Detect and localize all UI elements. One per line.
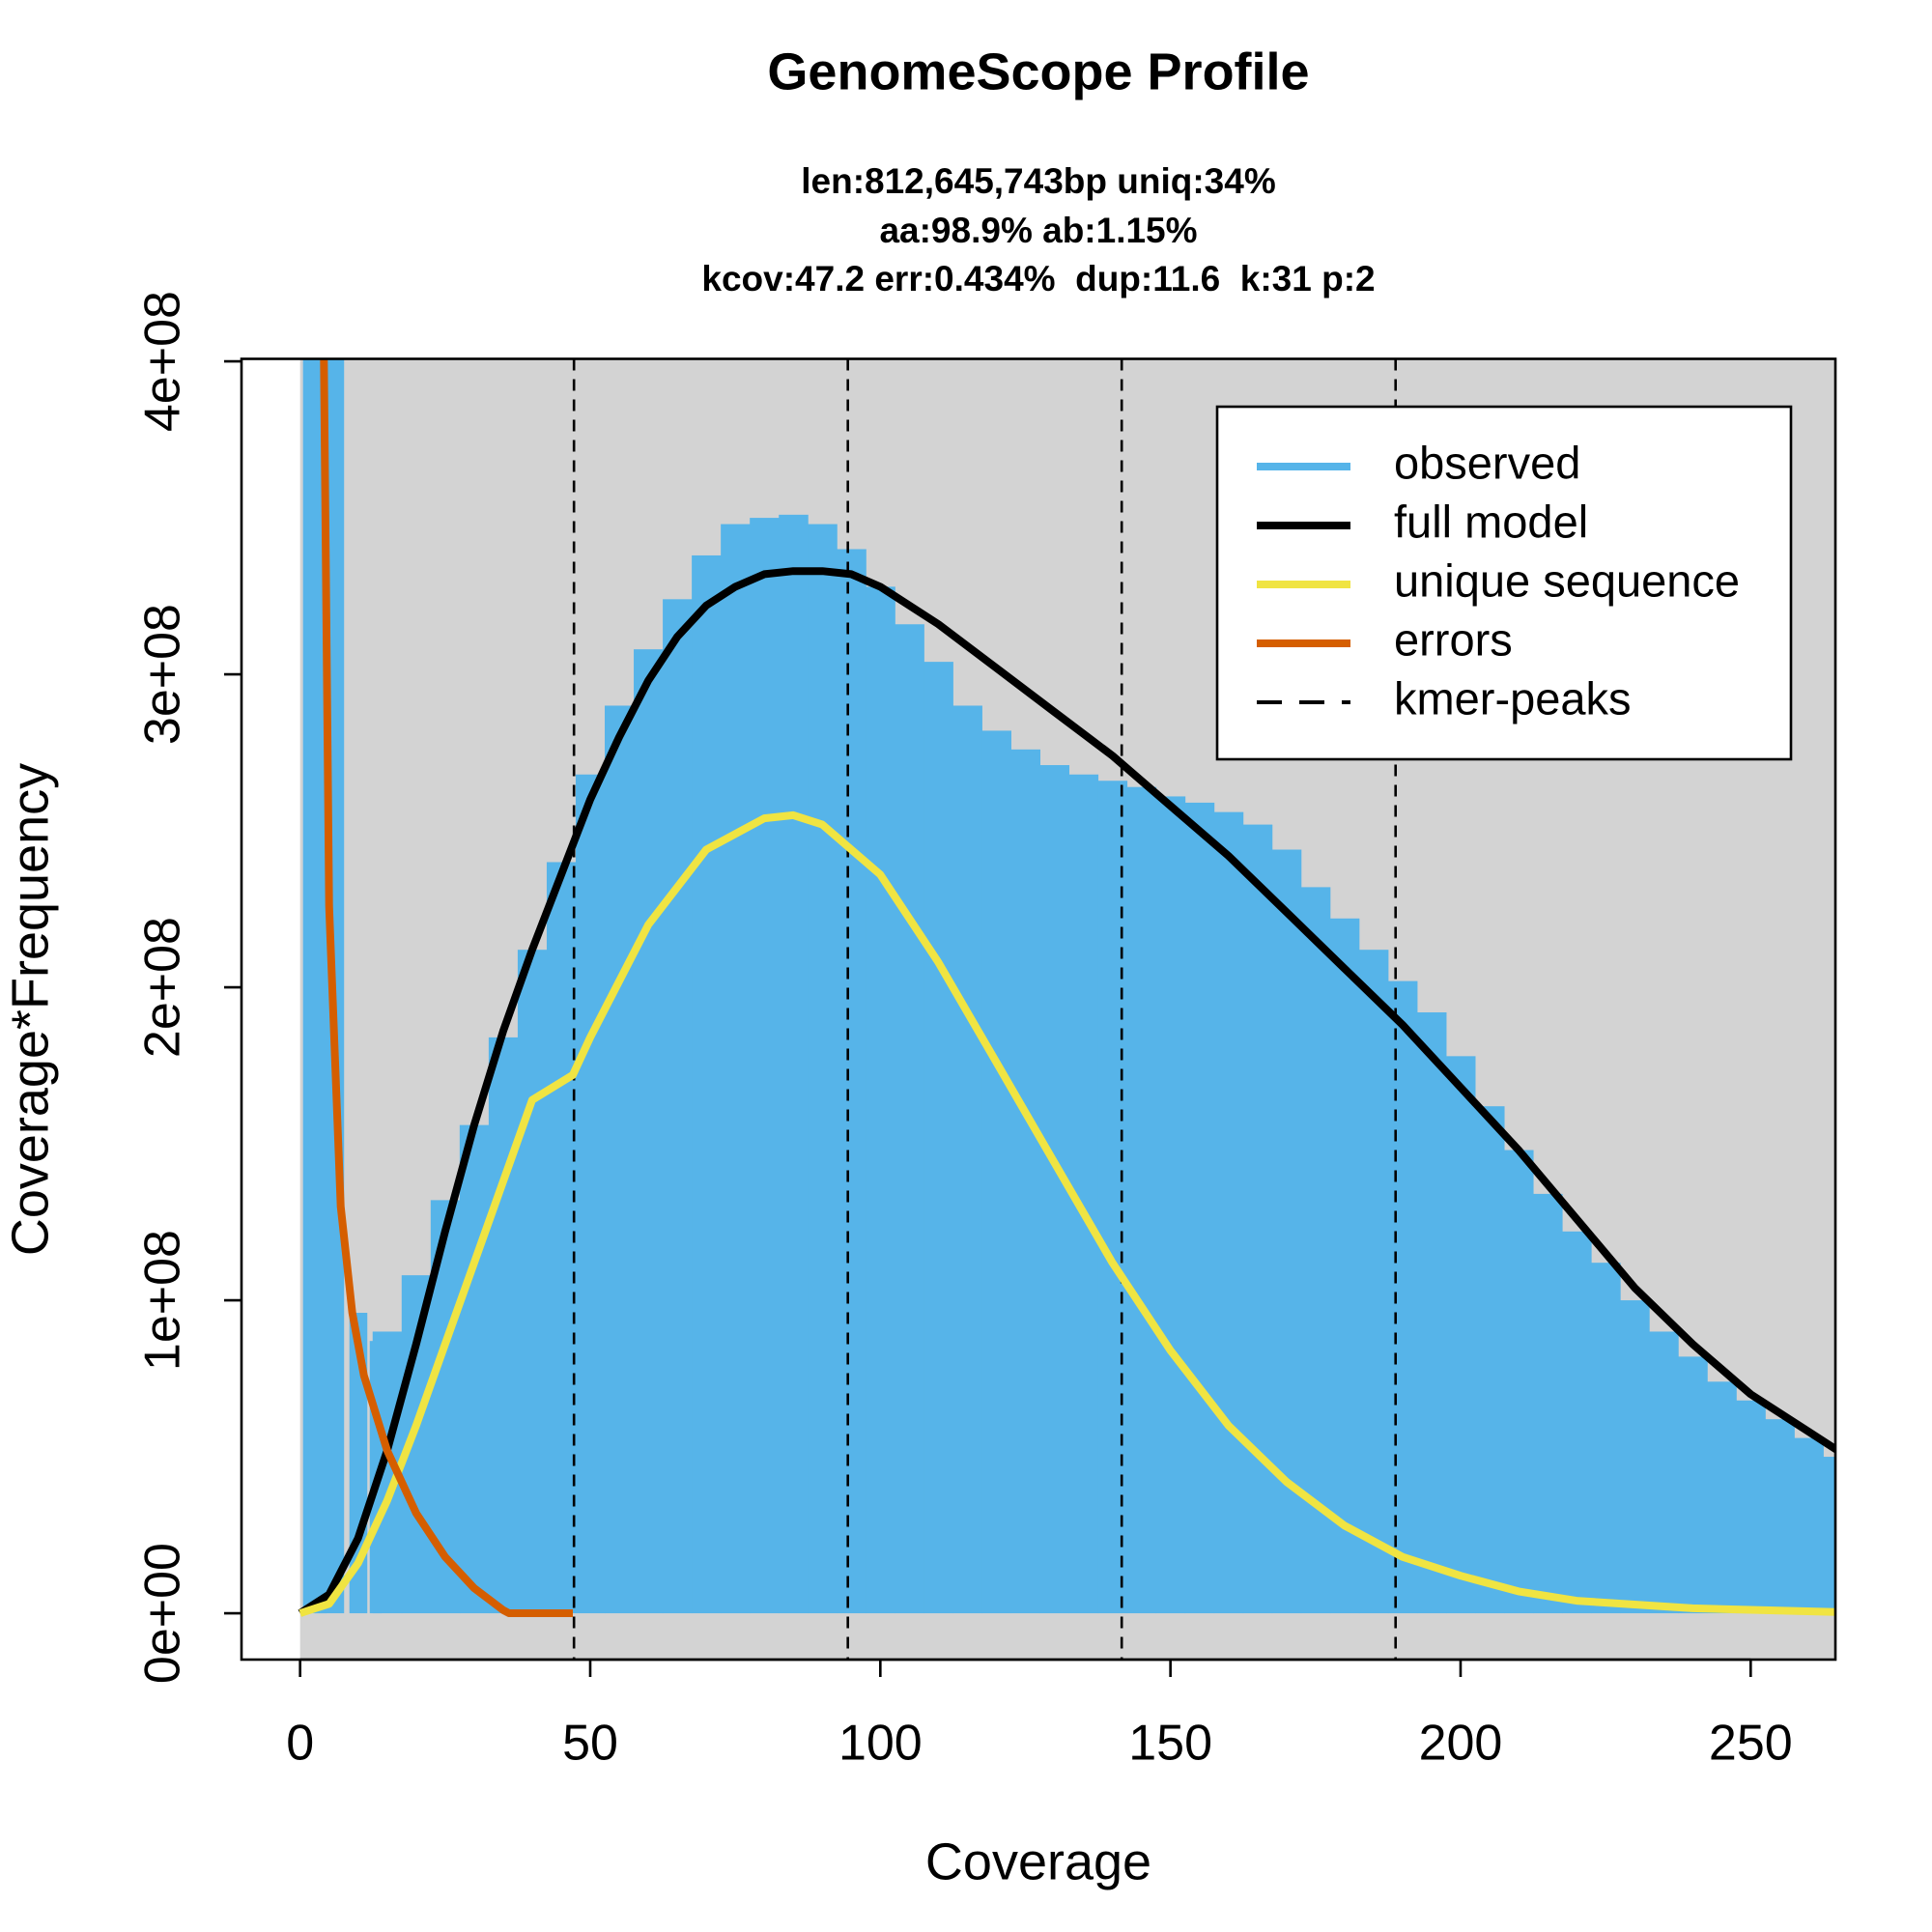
observed-bar (1010, 749, 1041, 1614)
y-axis-label: Coverage*Frequency (1, 763, 59, 1256)
y-tick-label: 2e+08 (135, 917, 191, 1058)
chart-title: GenomeScope Profile (767, 43, 1309, 100)
observed-bar (1329, 918, 1360, 1614)
x-tick-label: 150 (1128, 1716, 1212, 1772)
model-line (320, 358, 573, 1617)
observed-bar (750, 518, 780, 1614)
model-line (298, 567, 1835, 1617)
observed-bar (1533, 1193, 1563, 1614)
observed-bar (779, 514, 809, 1614)
observed-bar (1097, 781, 1128, 1614)
observed-bar (1184, 802, 1215, 1614)
observed-bar (1416, 1011, 1447, 1614)
observed-bar (1823, 1457, 1835, 1614)
observed-bar (1039, 765, 1070, 1614)
observed-bar (575, 774, 606, 1614)
x-tick-label: 200 (1419, 1716, 1503, 1772)
observed-bar (1358, 950, 1389, 1614)
observed-bar (837, 549, 867, 1614)
y-tick-label: 3e+08 (135, 604, 191, 745)
observed-bar (866, 586, 895, 1614)
observed-bar (517, 950, 548, 1614)
legend-label: observed (1394, 437, 1580, 488)
observed-bar (546, 862, 577, 1614)
observed-bar (808, 524, 838, 1614)
observed-bar (1562, 1231, 1592, 1614)
observed-bar (663, 599, 693, 1614)
observed-bar (1620, 1300, 1650, 1614)
legend-label: kmer-peaks (1394, 672, 1632, 724)
observed-bar (1794, 1437, 1824, 1614)
model-line (298, 810, 1835, 1617)
subtitle: aa:98.9% ab:1.15% (879, 211, 1197, 250)
observed-bar (1736, 1400, 1766, 1614)
observed-bar (895, 624, 924, 1614)
x-tick-label: 250 (1709, 1716, 1793, 1772)
observed-bar (302, 358, 310, 1614)
legend-label: unique sequence (1394, 554, 1740, 606)
observed-bar (1678, 1356, 1708, 1614)
legend-label: full model (1394, 496, 1588, 547)
x-tick-label: 0 (286, 1716, 314, 1772)
observed-bar (308, 358, 316, 1614)
observed-bar (1445, 1056, 1476, 1614)
observed-bar (1707, 1381, 1737, 1614)
observed-bar (923, 662, 953, 1614)
y-tick-label: 4e+08 (135, 291, 191, 432)
legend-label: errors (1394, 613, 1513, 665)
observed-bar (1126, 786, 1157, 1614)
observed-bar (1474, 1106, 1505, 1614)
observed-bar (1591, 1263, 1621, 1614)
observed-bar (721, 524, 751, 1614)
observed-bar (459, 1124, 490, 1614)
observed-bar (952, 705, 982, 1614)
x-tick-label: 50 (562, 1716, 618, 1772)
observed-bar (634, 649, 664, 1614)
y-tick-label: 0e+00 (135, 1543, 191, 1684)
x-tick-label: 100 (838, 1716, 923, 1772)
observed-bar (1649, 1331, 1679, 1614)
observed-bar (1765, 1419, 1795, 1614)
subtitle: kcov:47.2 err:0.434% dup:11.6 k:31 p:2 (701, 259, 1375, 298)
x-axis-label: Coverage (925, 1833, 1151, 1890)
observed-bar (1213, 811, 1244, 1614)
observed-bar (1155, 796, 1186, 1614)
observed-bar (1387, 980, 1418, 1614)
subtitle: len:812,645,743bp uniq:34% (801, 161, 1275, 201)
plot-area (298, 358, 1835, 1660)
observed-bar (1242, 824, 1273, 1614)
observed-bar (692, 554, 722, 1614)
observed-bar (1271, 849, 1302, 1614)
y-tick-label: 1e+08 (135, 1230, 191, 1371)
observed-bar (605, 705, 635, 1614)
observed-bar (981, 730, 1011, 1614)
observed-bar (488, 1037, 519, 1614)
observed-bar (1504, 1150, 1534, 1614)
